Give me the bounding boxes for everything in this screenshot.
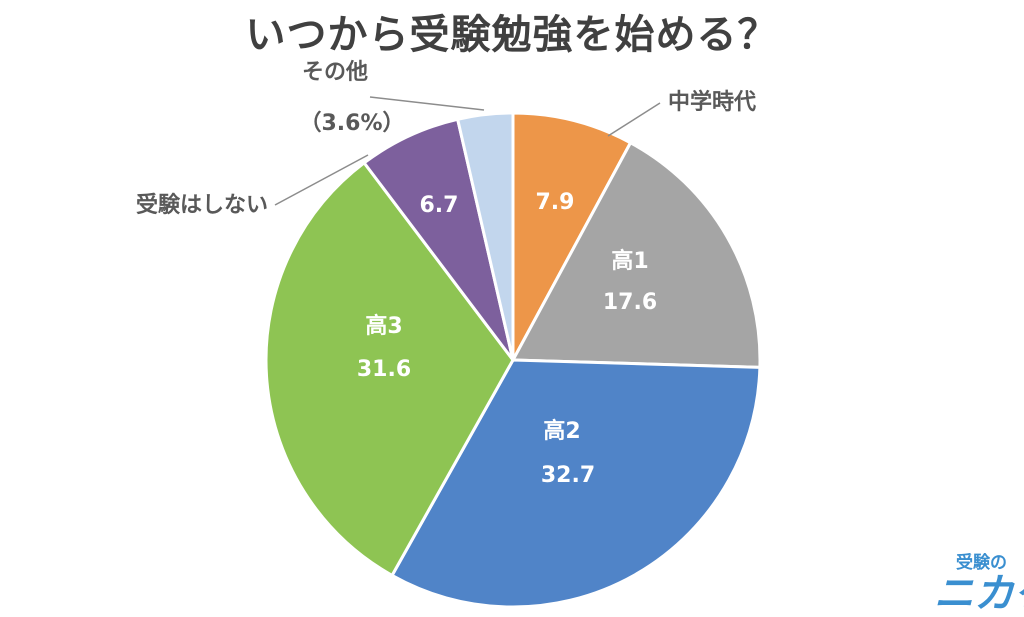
pie-slices [264,111,762,609]
leader-line-中学時代 [607,102,661,137]
outside-label-その他: その他 [302,60,368,85]
leader-line-その他 [369,96,485,111]
pie-slice-高1 [511,141,762,369]
slice-label-高1: 高1 [611,248,648,274]
slice-label-高3: 高3 [365,313,402,339]
logo-text-bottom: ニカケ [934,571,1024,617]
slice-value-受験はしない: 6.7 [420,193,459,218]
slice-value-高2: 32.7 [541,463,595,488]
slice-value-高3: 31.6 [357,357,411,382]
leader-lines [274,96,661,206]
slice-label-高2: 高2 [543,418,580,444]
pie-slice-中学時代 [511,111,633,362]
outside-label-中学時代: 中学時代 [668,89,756,115]
pie-slice-高3 [264,161,515,577]
pie-slice-その他 [456,111,515,362]
pie-slice-高2 [390,358,762,609]
logo-text-top: 受験の [956,553,1007,573]
leader-line-受験はしない [274,154,369,206]
outside-value-その他: （3.6%） [299,111,404,136]
slice-value-高1: 17.6 [603,290,657,315]
slice-value-中学時代: 7.9 [536,190,575,215]
chart-title: いつから受験勉強を始める？ [245,12,779,58]
outside-label-受験はしない: 受験はしない [136,192,268,218]
